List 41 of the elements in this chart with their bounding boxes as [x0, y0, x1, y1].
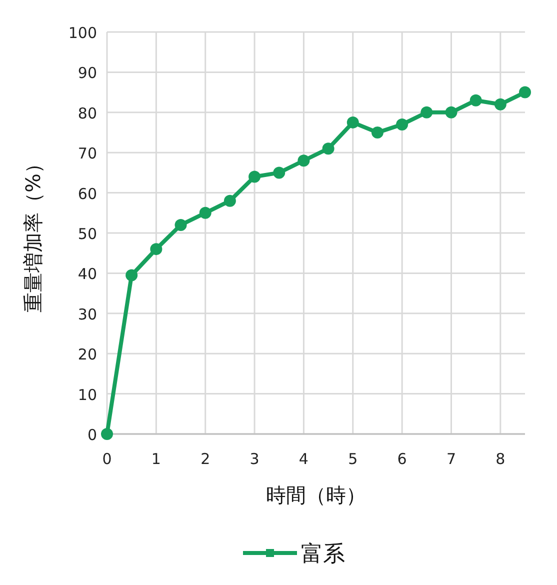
- y-axis-title: 重量増加率（%）: [21, 153, 45, 313]
- x-tick-label: 7: [446, 450, 456, 468]
- point: [519, 86, 531, 98]
- point: [322, 142, 334, 155]
- y-tick-label: 10: [78, 386, 97, 404]
- point: [150, 243, 162, 256]
- y-tick-label: 20: [78, 346, 97, 364]
- y-tick-label: 80: [78, 104, 97, 122]
- point: [445, 106, 458, 118]
- x-tick-label: 3: [250, 450, 260, 468]
- x-tick-label: 0: [102, 450, 112, 468]
- y-tick-label: 40: [78, 265, 97, 284]
- point: [420, 106, 433, 118]
- x-axis-title: 時間（時）: [266, 483, 366, 507]
- point: [346, 116, 359, 128]
- y-tick-label: 50: [78, 225, 97, 243]
- x-tick-label: 1: [151, 450, 161, 468]
- point: [174, 218, 187, 231]
- point: [248, 170, 261, 183]
- point: [199, 206, 212, 219]
- point: [371, 126, 384, 138]
- y-tick-label: 60: [78, 184, 97, 203]
- x-tick-label: 6: [397, 450, 407, 468]
- point: [298, 154, 310, 167]
- y-tick-label: 70: [78, 144, 97, 163]
- y-tick-label: 90: [78, 64, 97, 82]
- point: [224, 194, 236, 207]
- point: [494, 98, 506, 110]
- legend-label: 富系: [301, 542, 345, 567]
- point: [101, 428, 113, 440]
- y-tick-label: 0: [87, 426, 97, 444]
- y-tick-label: 100: [68, 24, 97, 42]
- x-tick-label: 4: [298, 450, 308, 468]
- x-tick-label: 2: [200, 450, 210, 468]
- x-tick-label: 8: [496, 450, 506, 468]
- point: [470, 94, 482, 106]
- y-tick-label: 30: [78, 305, 97, 324]
- point: [126, 269, 138, 282]
- x-tick-label: 5: [348, 450, 358, 468]
- point: [273, 166, 286, 179]
- point: [396, 118, 408, 130]
